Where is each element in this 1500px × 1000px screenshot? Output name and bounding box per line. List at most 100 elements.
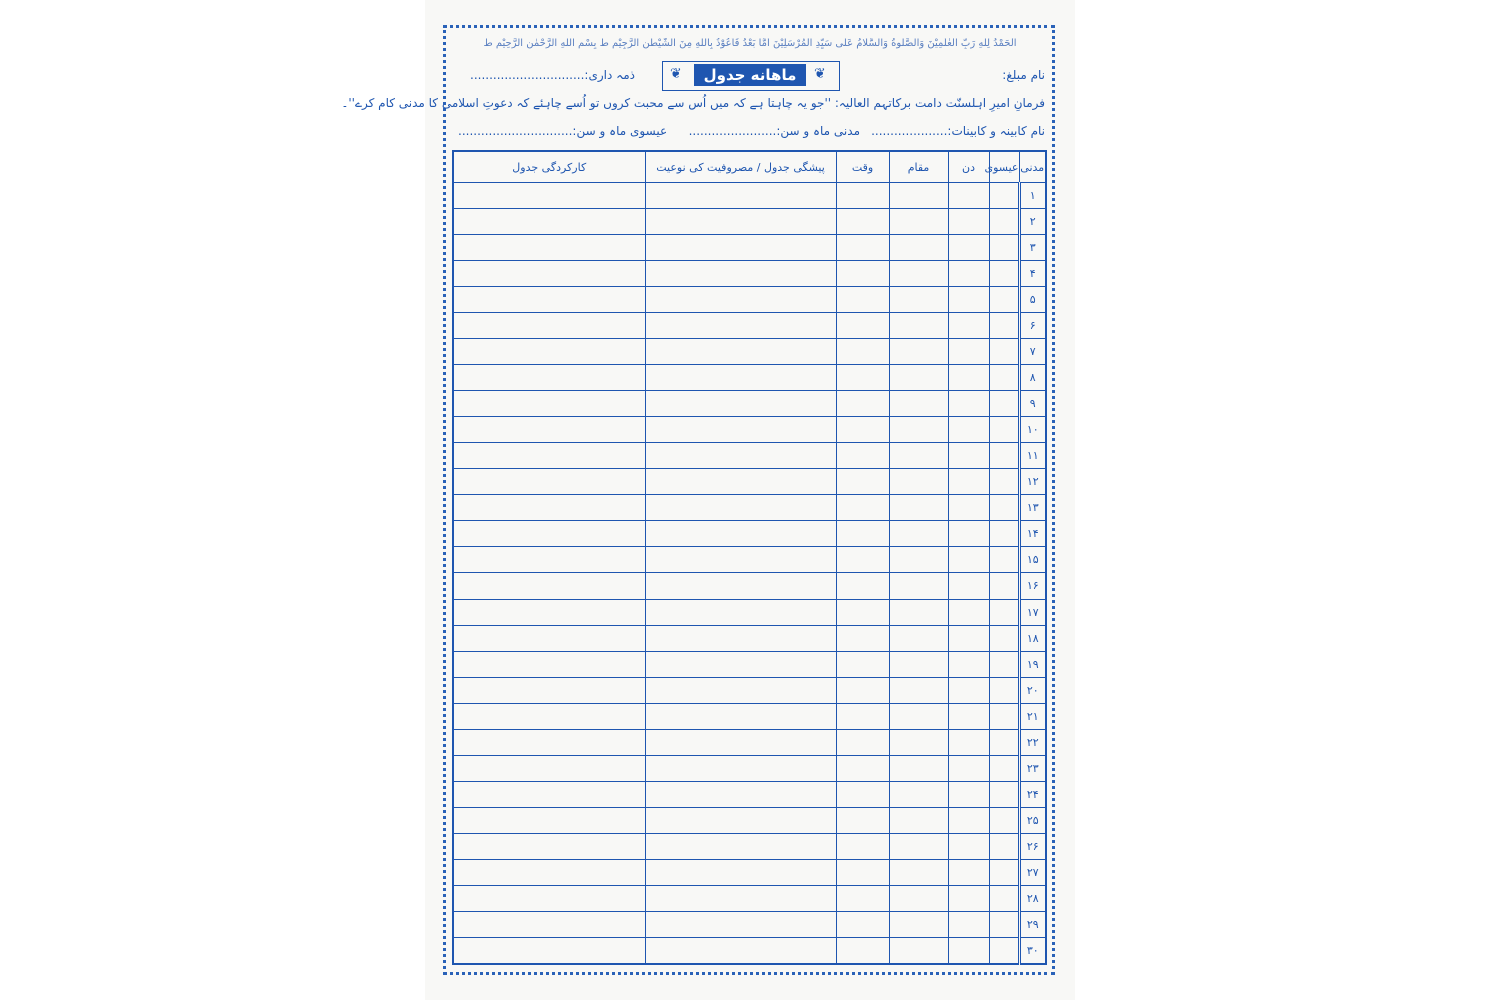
empty-cell — [835, 312, 890, 340]
empty-cell — [947, 234, 990, 262]
ornament: ❦ — [670, 66, 682, 82]
empty-cell — [988, 338, 1020, 366]
gregorian-month-field: عیسوی ماہ و سن:.........................… — [458, 124, 668, 138]
responsibility-field: ذمہ داری:.............................. — [470, 68, 635, 82]
row-number: ۲۴ — [1017, 780, 1047, 808]
empty-cell — [947, 884, 990, 912]
empty-cell — [947, 702, 990, 730]
table-row: ۱۲ — [452, 468, 1047, 496]
empty-cell — [452, 650, 646, 678]
empty-cell — [452, 598, 646, 626]
empty-cell — [835, 858, 890, 886]
row-number: ۲۵ — [1017, 806, 1047, 834]
empty-cell — [835, 286, 890, 314]
empty-cell — [452, 468, 646, 496]
empty-cell — [452, 208, 646, 236]
empty-cell — [988, 442, 1020, 470]
empty-cell — [835, 624, 890, 652]
table-row: ۲۹ — [452, 910, 1047, 938]
empty-cell — [888, 884, 949, 912]
table-row: ۱ — [452, 181, 1047, 210]
table-row: ۲۷ — [452, 858, 1047, 886]
empty-cell — [452, 234, 646, 262]
empty-cell — [988, 832, 1020, 860]
row-number: ۱۴ — [1017, 520, 1047, 548]
row-number: ۱۸ — [1017, 624, 1047, 652]
empty-cell — [988, 728, 1020, 756]
empty-cell — [644, 728, 837, 756]
empty-cell — [452, 546, 646, 574]
empty-cell — [888, 260, 949, 288]
empty-cell — [644, 364, 837, 392]
row-number: ۱۷ — [1017, 598, 1047, 626]
empty-cell — [644, 260, 837, 288]
empty-cell — [835, 208, 890, 236]
empty-cell — [644, 286, 837, 314]
empty-cell — [644, 884, 837, 912]
row-number: ۲۸ — [1017, 884, 1047, 912]
empty-cell — [988, 754, 1020, 782]
empty-cell — [947, 416, 990, 444]
form-title: ماهانه جدول — [694, 64, 806, 86]
empty-cell — [835, 234, 890, 262]
empty-cell — [452, 884, 646, 912]
table-row: ۲۶ — [452, 832, 1047, 860]
row-number: ۳۰ — [1017, 936, 1047, 965]
empty-cell — [888, 520, 949, 548]
column-header: دن — [947, 150, 990, 183]
empty-cell — [947, 936, 990, 965]
empty-cell — [452, 312, 646, 340]
empty-cell — [888, 468, 949, 496]
empty-cell — [888, 338, 949, 366]
header-row: مدنی عیسوی دن مقام وقت پیشگی جدول / مصروفیت ک… — [452, 150, 1047, 183]
empty-cell — [452, 676, 646, 704]
table-row: ۵ — [452, 286, 1047, 314]
row-number: ۷ — [1017, 338, 1047, 366]
column-header: وقت — [835, 150, 890, 183]
empty-cell — [888, 858, 949, 886]
empty-cell — [644, 208, 837, 236]
empty-cell — [644, 416, 837, 444]
row-number: ۱۰ — [1017, 416, 1047, 444]
column-header: پیشگی جدول / مصروفیت کی نوعیت — [644, 150, 837, 183]
empty-cell — [644, 858, 837, 886]
empty-cell — [888, 286, 949, 314]
row-number: ۶ — [1017, 312, 1047, 340]
preacher-field: نام مبلغ: — [1002, 68, 1045, 82]
empty-cell — [452, 728, 646, 756]
empty-cell — [888, 181, 949, 210]
empty-cell — [644, 520, 837, 548]
row-number: ۹ — [1017, 390, 1047, 418]
empty-cell — [835, 520, 890, 548]
empty-cell — [835, 754, 890, 782]
empty-cell — [888, 936, 949, 965]
empty-cell — [835, 598, 890, 626]
empty-cell — [888, 546, 949, 574]
empty-cell — [452, 520, 646, 548]
row-number: ۱۶ — [1017, 572, 1047, 600]
empty-cell — [988, 884, 1020, 912]
empty-cell — [452, 624, 646, 652]
column-header: کارکردگی جدول — [452, 150, 646, 183]
table-row: ۱۱ — [452, 442, 1047, 470]
empty-cell — [947, 754, 990, 782]
row-number: ۲۶ — [1017, 832, 1047, 860]
empty-cell — [452, 442, 646, 470]
empty-cell — [888, 702, 949, 730]
empty-cell — [947, 494, 990, 522]
empty-cell — [644, 624, 837, 652]
empty-cell — [947, 364, 990, 392]
table-row: ۱۹ — [452, 650, 1047, 678]
empty-cell — [835, 728, 890, 756]
empty-cell — [835, 910, 890, 938]
row-number: ۲۷ — [1017, 858, 1047, 886]
empty-cell — [988, 936, 1020, 965]
empty-cell — [835, 832, 890, 860]
table-row: ۱۵ — [452, 546, 1047, 574]
empty-cell — [835, 181, 890, 210]
empty-cell — [835, 702, 890, 730]
row-number: ۵ — [1017, 286, 1047, 314]
empty-cell — [835, 416, 890, 444]
empty-cell — [947, 806, 990, 834]
column-header: عیسوی — [985, 150, 1020, 183]
